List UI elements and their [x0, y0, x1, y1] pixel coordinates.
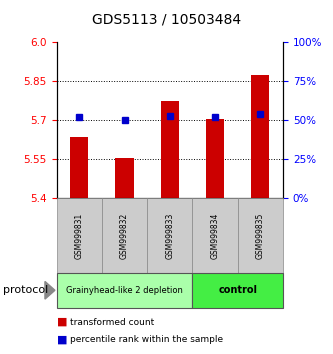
Text: GSM999835: GSM999835 [256, 212, 265, 259]
Text: control: control [218, 285, 257, 295]
Text: transformed count: transformed count [70, 318, 154, 327]
Text: GSM999831: GSM999831 [75, 212, 84, 258]
Bar [206, 119, 224, 198]
Text: GSM999833: GSM999833 [165, 212, 174, 259]
Bar [251, 75, 269, 198]
Bar [116, 158, 134, 198]
Text: Grainyhead-like 2 depletion: Grainyhead-like 2 depletion [66, 286, 183, 295]
Bar [161, 101, 179, 198]
Text: percentile rank within the sample: percentile rank within the sample [70, 335, 223, 344]
Polygon shape [45, 281, 55, 299]
Text: GSM999832: GSM999832 [120, 212, 129, 258]
Text: ■: ■ [57, 335, 67, 345]
Text: GDS5113 / 10503484: GDS5113 / 10503484 [92, 12, 241, 27]
Text: GSM999834: GSM999834 [210, 212, 220, 259]
Bar [70, 137, 88, 198]
Text: ■: ■ [57, 317, 67, 327]
Text: protocol: protocol [3, 285, 49, 295]
